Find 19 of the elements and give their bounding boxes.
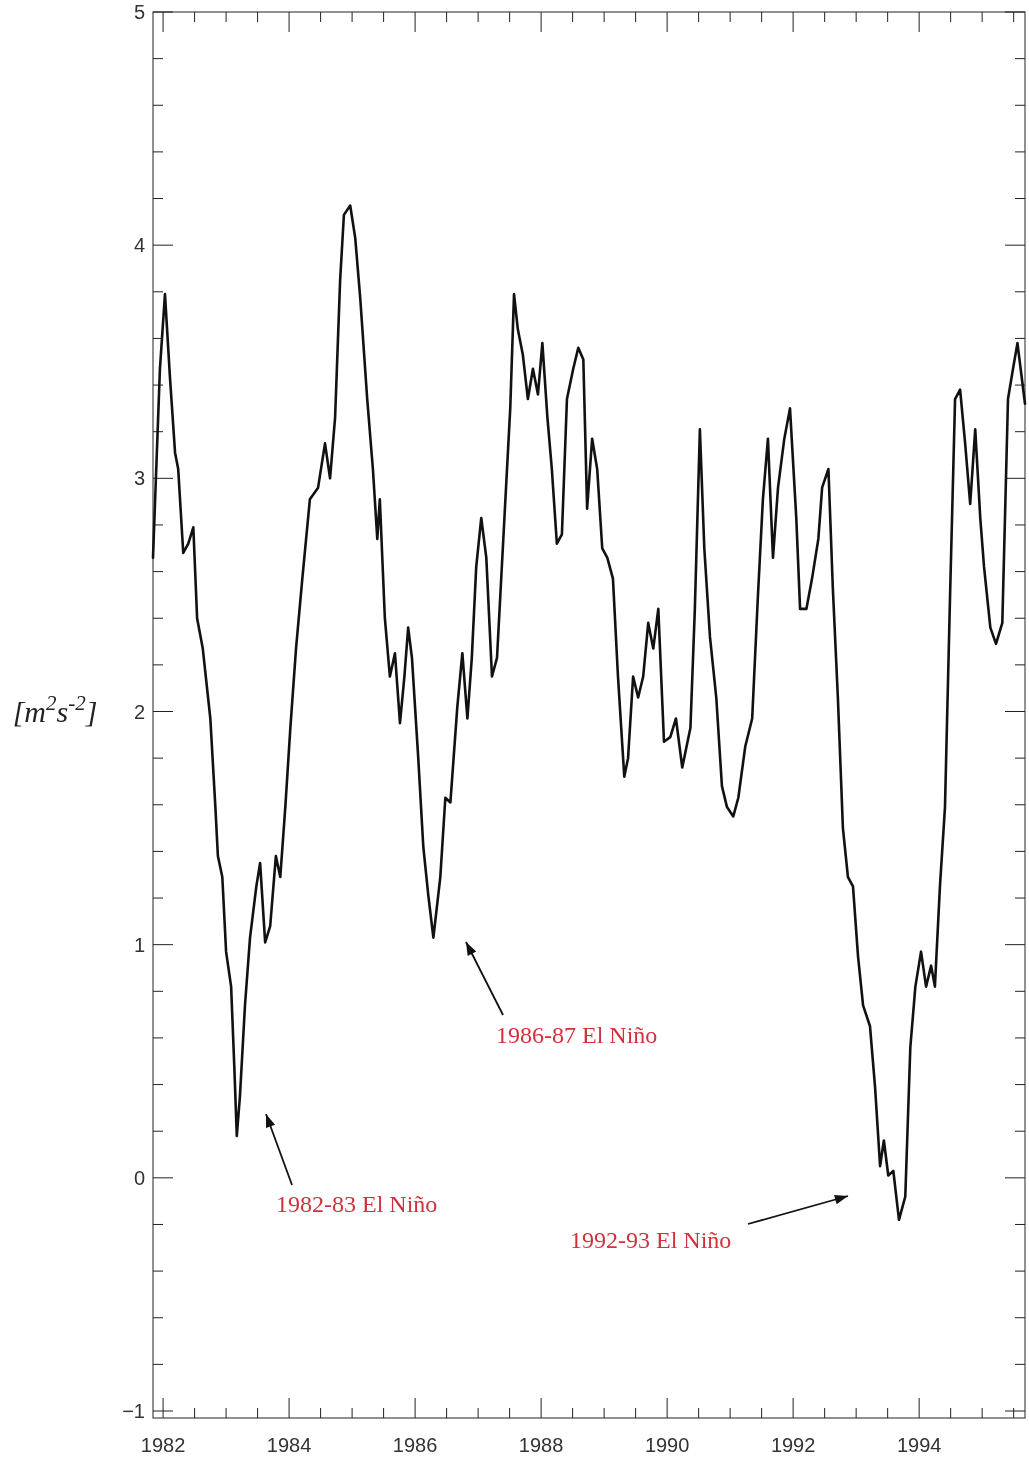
y-tick-label: 1 [133,933,145,956]
x-tick-label: 1986 [392,1434,438,1456]
x-tick-label: 1984 [266,1434,312,1456]
x-tick-label: 1990 [644,1434,690,1456]
x-tick-label: 1982 [140,1434,186,1456]
annotation: 1992-93 El Niño [570,1227,732,1253]
y-tick-label: 4 [133,234,145,257]
y-tick-label: 5 [133,1,145,23]
y-tick-label: 0 [133,1166,145,1189]
annotation: 1982-83 El Niño [276,1191,438,1217]
x-tick-label: 1988 [518,1434,564,1456]
x-tick-label: 1994 [896,1434,942,1456]
y-tick-label: 2 [133,700,145,723]
annotation: 1986-87 El Niño [496,1022,658,1048]
y-tick-label: 3 [133,467,145,490]
x-tick-label: 1992 [770,1434,816,1456]
y-tick-label: −1 [122,1400,145,1423]
y-axis-title: [m$^{2}$s$^{-2}$] [12,690,98,728]
line-series [151,204,1027,1222]
